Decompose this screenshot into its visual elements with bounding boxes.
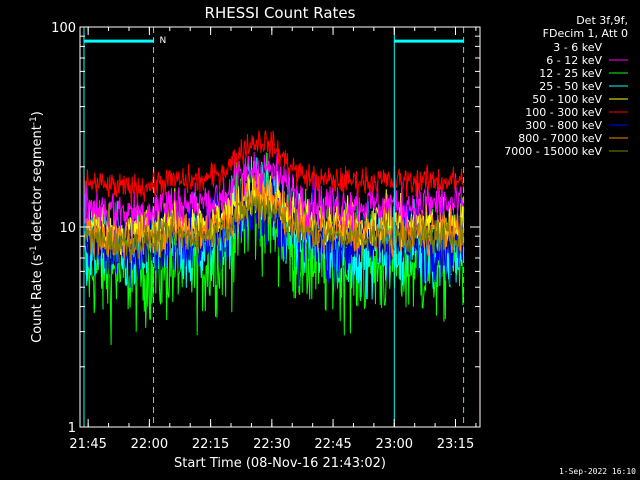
series-line-6-12-kev xyxy=(83,152,465,234)
y-axis-label: Count Rate (s-1 detector segment-1) xyxy=(29,111,45,343)
legend-entry-label: 800 - 7000 keV xyxy=(518,132,602,145)
legend-entry-label: 3 - 6 keV xyxy=(553,41,602,54)
night-bar-label: N xyxy=(160,36,167,46)
legend-header-1: FDecim 1, Att 0 xyxy=(543,27,628,40)
legend-header-0: Det 3f,9f, xyxy=(576,14,628,27)
series-line-7000-15000-kev xyxy=(83,194,465,264)
y-axis-label-mid: detector segment xyxy=(30,125,45,245)
footer-timestamp: 1-Sep-2022 16:10 xyxy=(559,467,636,476)
legend-entry-label: 7000 - 15000 keV xyxy=(504,145,602,158)
x-axis-label: Start Time (08-Nov-16 21:43:02) xyxy=(174,456,386,471)
legend-entry-label: 25 - 50 keV xyxy=(539,80,602,93)
y-axis-label-sup2: -1 xyxy=(29,116,39,125)
x-tick-label: 22:45 xyxy=(314,437,351,452)
chart-title: RHESSI Count Rates xyxy=(205,4,356,22)
axis-ticks: 21:45 22:00 22:15 22:30 22:45 23:00 23:15 1 10 10… xyxy=(51,21,480,452)
legend-entry-label: 300 - 800 keV xyxy=(525,119,602,132)
y-axis-label-sup1: -1 xyxy=(29,245,39,254)
x-tick-label: 22:15 xyxy=(192,437,229,452)
y-tick-label: 10 xyxy=(59,221,76,236)
x-tick-label: 21:45 xyxy=(69,437,106,452)
y-tick-label: 1 xyxy=(68,421,76,436)
series-layer xyxy=(83,129,465,346)
y-axis-label-main: Count Rate (s xyxy=(30,254,45,343)
legend-entry-label: 6 - 12 keV xyxy=(546,54,602,67)
x-tick-label: 22:00 xyxy=(131,437,168,452)
legend-entry-label: 100 - 300 keV xyxy=(525,106,602,119)
x-tick-label: 22:30 xyxy=(253,437,290,452)
legend-entry-label: 50 - 100 keV xyxy=(532,93,602,106)
y-axis-label-end: ) xyxy=(30,111,45,116)
series-line-100-300-kev xyxy=(83,129,465,207)
x-tick-label: 23:00 xyxy=(376,437,413,452)
y-tick-label: 100 xyxy=(51,21,76,36)
legend-entry-label: 12 - 25 keV xyxy=(539,67,602,80)
x-tick-label: 23:15 xyxy=(437,437,474,452)
